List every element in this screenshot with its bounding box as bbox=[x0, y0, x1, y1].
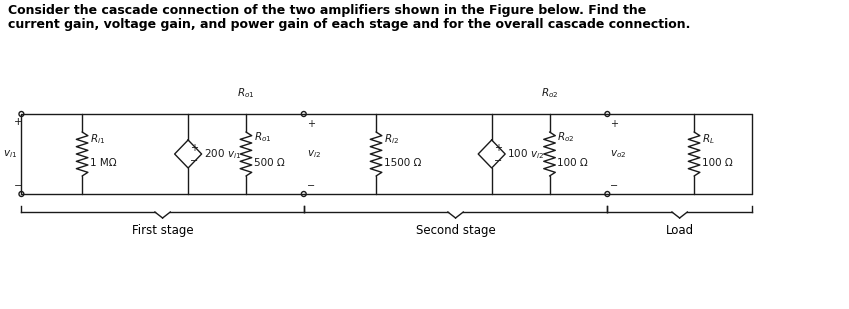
Text: Second stage: Second stage bbox=[416, 224, 496, 237]
Text: Consider the cascade connection of the two amplifiers shown in the Figure below.: Consider the cascade connection of the t… bbox=[8, 4, 646, 17]
Text: +: + bbox=[493, 143, 502, 153]
Text: 100 $v_{i2}$: 100 $v_{i2}$ bbox=[507, 147, 544, 161]
Text: +: + bbox=[14, 117, 23, 127]
Text: Load: Load bbox=[666, 224, 694, 237]
Text: 1 MΩ: 1 MΩ bbox=[90, 158, 116, 168]
Text: $R_{o2}$: $R_{o2}$ bbox=[557, 130, 575, 144]
Text: 1500 Ω: 1500 Ω bbox=[384, 158, 421, 168]
Text: $R_{i1}$: $R_{i1}$ bbox=[90, 132, 105, 146]
Text: 100 Ω: 100 Ω bbox=[702, 158, 733, 168]
Text: $R_L$: $R_L$ bbox=[702, 132, 715, 146]
Text: +: + bbox=[190, 143, 198, 153]
Text: 500 Ω: 500 Ω bbox=[254, 158, 284, 168]
Text: −: − bbox=[610, 181, 618, 191]
Text: $R_{o1}$: $R_{o1}$ bbox=[254, 130, 272, 144]
Text: $v_{i1}$: $v_{i1}$ bbox=[3, 148, 18, 160]
Text: $R_{o1}$: $R_{o1}$ bbox=[237, 86, 255, 100]
Text: $R_{o2}$: $R_{o2}$ bbox=[541, 86, 559, 100]
Text: $v_{o2}$: $v_{o2}$ bbox=[610, 148, 627, 160]
Text: −: − bbox=[190, 156, 198, 166]
Text: current gain, voltage gain, and power gain of each stage and for the overall cas: current gain, voltage gain, and power ga… bbox=[8, 18, 690, 31]
Text: +: + bbox=[306, 119, 315, 129]
Text: −: − bbox=[14, 181, 23, 191]
Text: First stage: First stage bbox=[132, 224, 194, 237]
Text: $v_{i2}$: $v_{i2}$ bbox=[306, 148, 321, 160]
Text: 100 Ω: 100 Ω bbox=[557, 158, 588, 168]
Text: −: − bbox=[306, 181, 315, 191]
Text: +: + bbox=[610, 119, 618, 129]
Text: −: − bbox=[493, 156, 502, 166]
Text: 200 $v_{i1}$: 200 $v_{i1}$ bbox=[204, 147, 241, 161]
Text: $R_{i2}$: $R_{i2}$ bbox=[384, 132, 399, 146]
